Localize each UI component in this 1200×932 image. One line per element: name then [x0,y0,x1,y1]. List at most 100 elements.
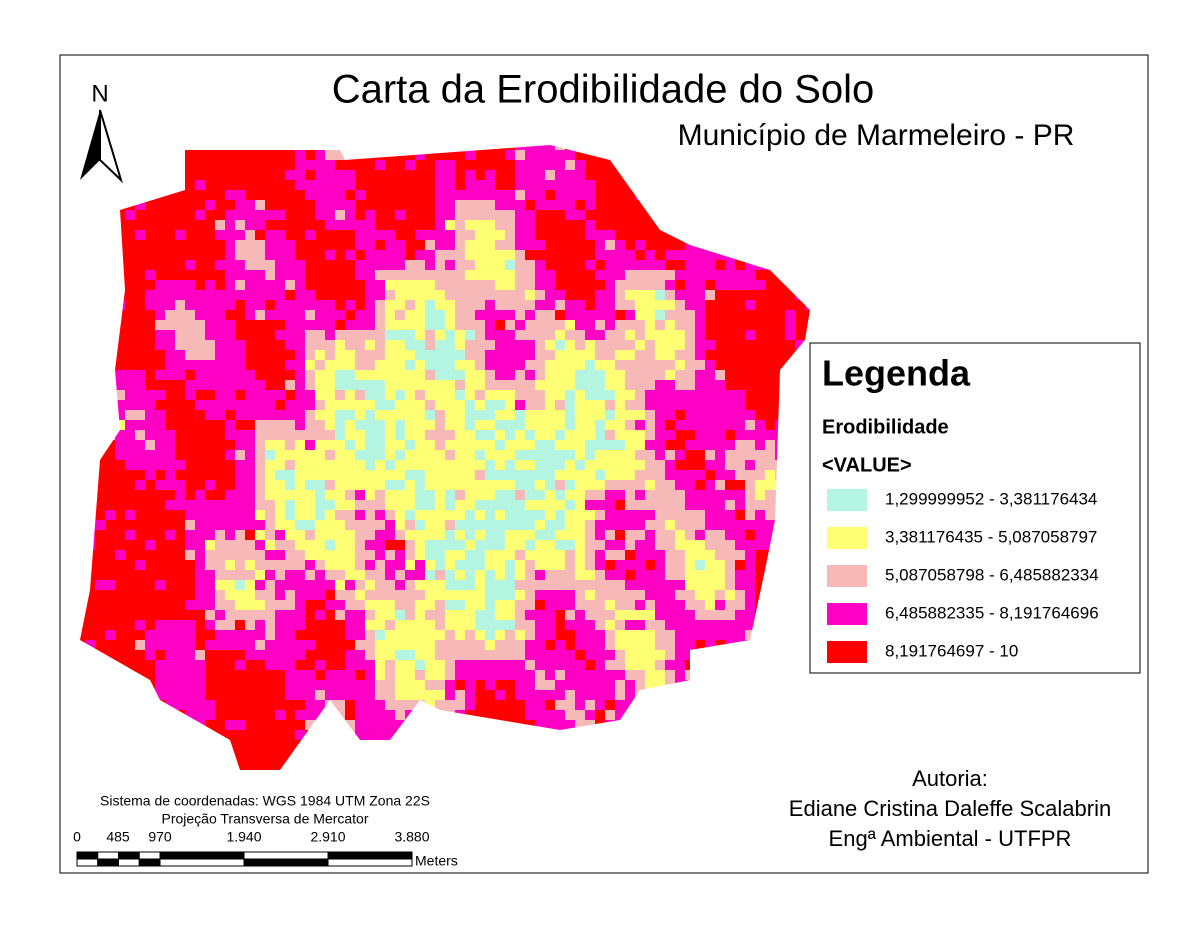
raster-cell [165,350,175,360]
raster-cell [725,620,735,630]
raster-cell [515,270,525,280]
raster-cell [635,510,645,520]
raster-cell [175,310,185,320]
raster-cell [345,560,355,570]
raster-cell [735,270,745,280]
raster-cell [295,560,305,570]
raster-cell [335,210,345,220]
raster-cell [435,170,445,180]
raster-cell [395,400,405,410]
raster-cell [155,340,165,350]
raster-cell [775,310,785,320]
raster-cell [675,650,685,660]
raster-cell [115,380,125,390]
raster-cell [725,430,735,440]
raster-cell [325,280,335,290]
raster-cell [385,600,395,610]
raster-cell [745,320,755,330]
raster-cell [225,500,235,510]
raster-cell [535,480,545,490]
raster-cell [725,340,735,350]
raster-cell [395,560,405,570]
raster-cell [485,560,495,570]
raster-cell [505,410,515,420]
raster-cell [415,340,425,350]
raster-cell [655,560,665,570]
raster-cell [245,580,255,590]
raster-cell [365,540,375,550]
raster-cell [485,330,495,340]
raster-cell [165,340,175,350]
raster-cell [655,250,665,260]
raster-cell [135,460,145,470]
raster-cell [765,350,775,360]
raster-cell [285,730,295,740]
raster-cell [455,550,465,560]
raster-cell [455,540,465,550]
raster-cell [625,420,635,430]
raster-cell [615,170,625,180]
raster-cell [305,360,315,370]
raster-cell [515,610,525,620]
raster-cell [435,400,445,410]
raster-cell [285,480,295,490]
legend-swatch [827,641,867,663]
raster-cell [675,360,685,370]
raster-cell [235,650,245,660]
raster-cell [605,320,615,330]
raster-cell [295,200,305,210]
raster-cell [215,250,225,260]
raster-cell [615,460,625,470]
raster-cell [495,420,505,430]
raster-cell [605,620,615,630]
raster-cell [175,640,185,650]
raster-cell [215,570,225,580]
raster-cell [755,420,765,430]
raster-cell [725,290,735,300]
raster-cell [155,480,165,490]
raster-cell [515,660,525,670]
raster-cell [655,430,665,440]
raster-cell [305,590,315,600]
raster-cell [415,670,425,680]
raster-cell [225,590,235,600]
raster-cell [615,660,625,670]
raster-cell [425,160,435,170]
raster-cell [495,520,505,530]
raster-cell [205,330,215,340]
raster-cell [615,430,625,440]
raster-cell [205,540,215,550]
raster-cell [345,330,355,340]
raster-cell [755,360,765,370]
raster-cell [125,230,135,240]
raster-cell [745,420,755,430]
raster-cell [585,560,595,570]
raster-cell [505,660,515,670]
raster-cell [145,570,155,580]
raster-cell [565,320,575,330]
raster-cell [375,470,385,480]
raster-cell [535,300,545,310]
raster-cell [275,440,285,450]
raster-cell [735,360,745,370]
raster-cell [375,580,385,590]
raster-cell [125,360,135,370]
raster-cell [485,550,495,560]
raster-cell [705,620,715,630]
raster-cell [385,540,395,550]
raster-cell [215,370,225,380]
raster-cell [635,460,645,470]
raster-cell [335,180,345,190]
raster-cell [735,430,745,440]
raster-cell [615,390,625,400]
raster-cell [675,540,685,550]
raster-cell [675,450,685,460]
raster-cell [715,460,725,470]
raster-cell [645,620,655,630]
raster-cell [625,370,635,380]
raster-cell [405,470,415,480]
raster-cell [105,560,115,570]
raster-cell [405,370,415,380]
raster-cell [285,460,295,470]
